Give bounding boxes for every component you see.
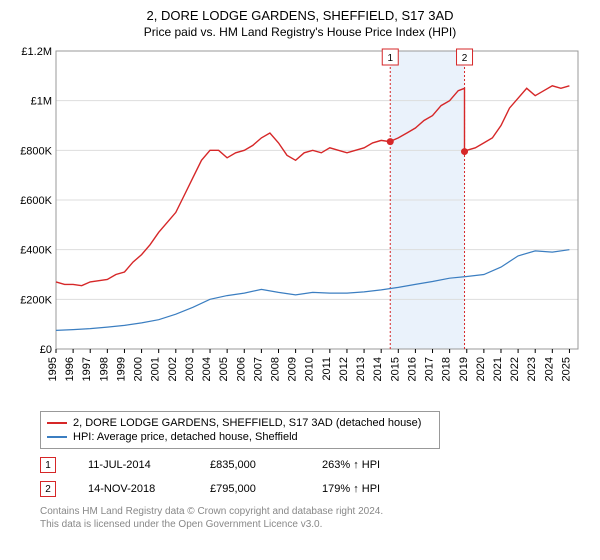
svg-text:1995: 1995 xyxy=(47,357,59,381)
attribution-line2: This data is licensed under the Open Gov… xyxy=(40,518,590,531)
svg-text:2011: 2011 xyxy=(321,357,333,381)
svg-text:1997: 1997 xyxy=(81,357,93,381)
svg-text:2006: 2006 xyxy=(235,357,247,381)
legend-label: 2, DORE LODGE GARDENS, SHEFFIELD, S17 3A… xyxy=(73,417,421,429)
svg-text:2020: 2020 xyxy=(475,357,487,381)
svg-text:2008: 2008 xyxy=(269,357,281,381)
svg-text:2009: 2009 xyxy=(287,357,299,381)
svg-text:2002: 2002 xyxy=(167,357,179,381)
svg-text:2016: 2016 xyxy=(406,357,418,381)
svg-text:2017: 2017 xyxy=(424,357,436,381)
attribution-line1: Contains HM Land Registry data © Crown c… xyxy=(40,505,590,518)
legend-item: 2, DORE LODGE GARDENS, SHEFFIELD, S17 3A… xyxy=(47,416,433,430)
svg-text:2022: 2022 xyxy=(509,357,521,381)
marker-price: £835,000 xyxy=(210,459,290,471)
svg-text:2010: 2010 xyxy=(304,357,316,381)
svg-text:1996: 1996 xyxy=(64,357,76,381)
marker-row: 1 11-JUL-2014 £835,000 263% ↑ HPI xyxy=(40,453,590,477)
marker-badge: 1 xyxy=(40,457,56,473)
svg-text:2003: 2003 xyxy=(184,357,196,381)
legend-swatch xyxy=(47,422,67,424)
legend-swatch xyxy=(47,436,67,438)
svg-text:1998: 1998 xyxy=(98,357,110,381)
svg-text:2007: 2007 xyxy=(252,357,264,381)
line-chart: £0 £200K £400K £600K £800K £1M £1.2M 1995 1996 19… xyxy=(10,45,590,405)
svg-text:2000: 2000 xyxy=(133,357,145,381)
marker-price: £795,000 xyxy=(210,483,290,495)
legend-label: HPI: Average price, detached house, Shef… xyxy=(73,431,298,443)
svg-text:1999: 1999 xyxy=(115,357,127,381)
chart-subtitle: Price paid vs. HM Land Registry's House … xyxy=(0,23,600,45)
svg-text:2021: 2021 xyxy=(492,357,504,381)
svg-text:£600K: £600K xyxy=(20,195,52,207)
svg-text:£0: £0 xyxy=(40,344,52,356)
sale-marker-table: 1 11-JUL-2014 £835,000 263% ↑ HPI 2 14-NOV-20… xyxy=(40,453,590,501)
svg-text:1: 1 xyxy=(387,53,393,64)
svg-text:2015: 2015 xyxy=(389,357,401,381)
svg-text:2018: 2018 xyxy=(441,357,453,381)
svg-text:£1.2M: £1.2M xyxy=(21,46,52,58)
svg-text:2019: 2019 xyxy=(458,357,470,381)
svg-text:2001: 2001 xyxy=(150,357,162,381)
svg-text:£400K: £400K xyxy=(20,245,52,257)
svg-text:£800K: £800K xyxy=(20,145,52,157)
svg-text:£200K: £200K xyxy=(20,294,52,306)
marker-badge: 2 xyxy=(40,481,56,497)
attribution-text: Contains HM Land Registry data © Crown c… xyxy=(40,505,590,531)
svg-text:2004: 2004 xyxy=(201,357,213,381)
svg-text:2025: 2025 xyxy=(560,357,572,381)
marker-row: 2 14-NOV-2018 £795,000 179% ↑ HPI xyxy=(40,477,590,501)
svg-text:2005: 2005 xyxy=(218,357,230,381)
svg-text:2014: 2014 xyxy=(372,357,384,381)
legend-item: HPI: Average price, detached house, Shef… xyxy=(47,430,433,444)
svg-text:2024: 2024 xyxy=(543,357,555,381)
chart-title-address: 2, DORE LODGE GARDENS, SHEFFIELD, S17 3A… xyxy=(0,0,600,23)
svg-text:2: 2 xyxy=(462,53,468,64)
svg-text:2023: 2023 xyxy=(526,357,538,381)
svg-text:2012: 2012 xyxy=(338,357,350,381)
chart-container: £0 £200K £400K £600K £800K £1M £1.2M 1995 1996 19… xyxy=(10,45,590,405)
marker-delta: 263% ↑ HPI xyxy=(322,459,380,471)
legend: 2, DORE LODGE GARDENS, SHEFFIELD, S17 3A… xyxy=(40,411,440,449)
marker-delta: 179% ↑ HPI xyxy=(322,483,380,495)
svg-text:£1M: £1M xyxy=(31,96,52,108)
marker-date: 14-NOV-2018 xyxy=(88,483,178,495)
marker-date: 11-JUL-2014 xyxy=(88,459,178,471)
svg-text:2013: 2013 xyxy=(355,357,367,381)
